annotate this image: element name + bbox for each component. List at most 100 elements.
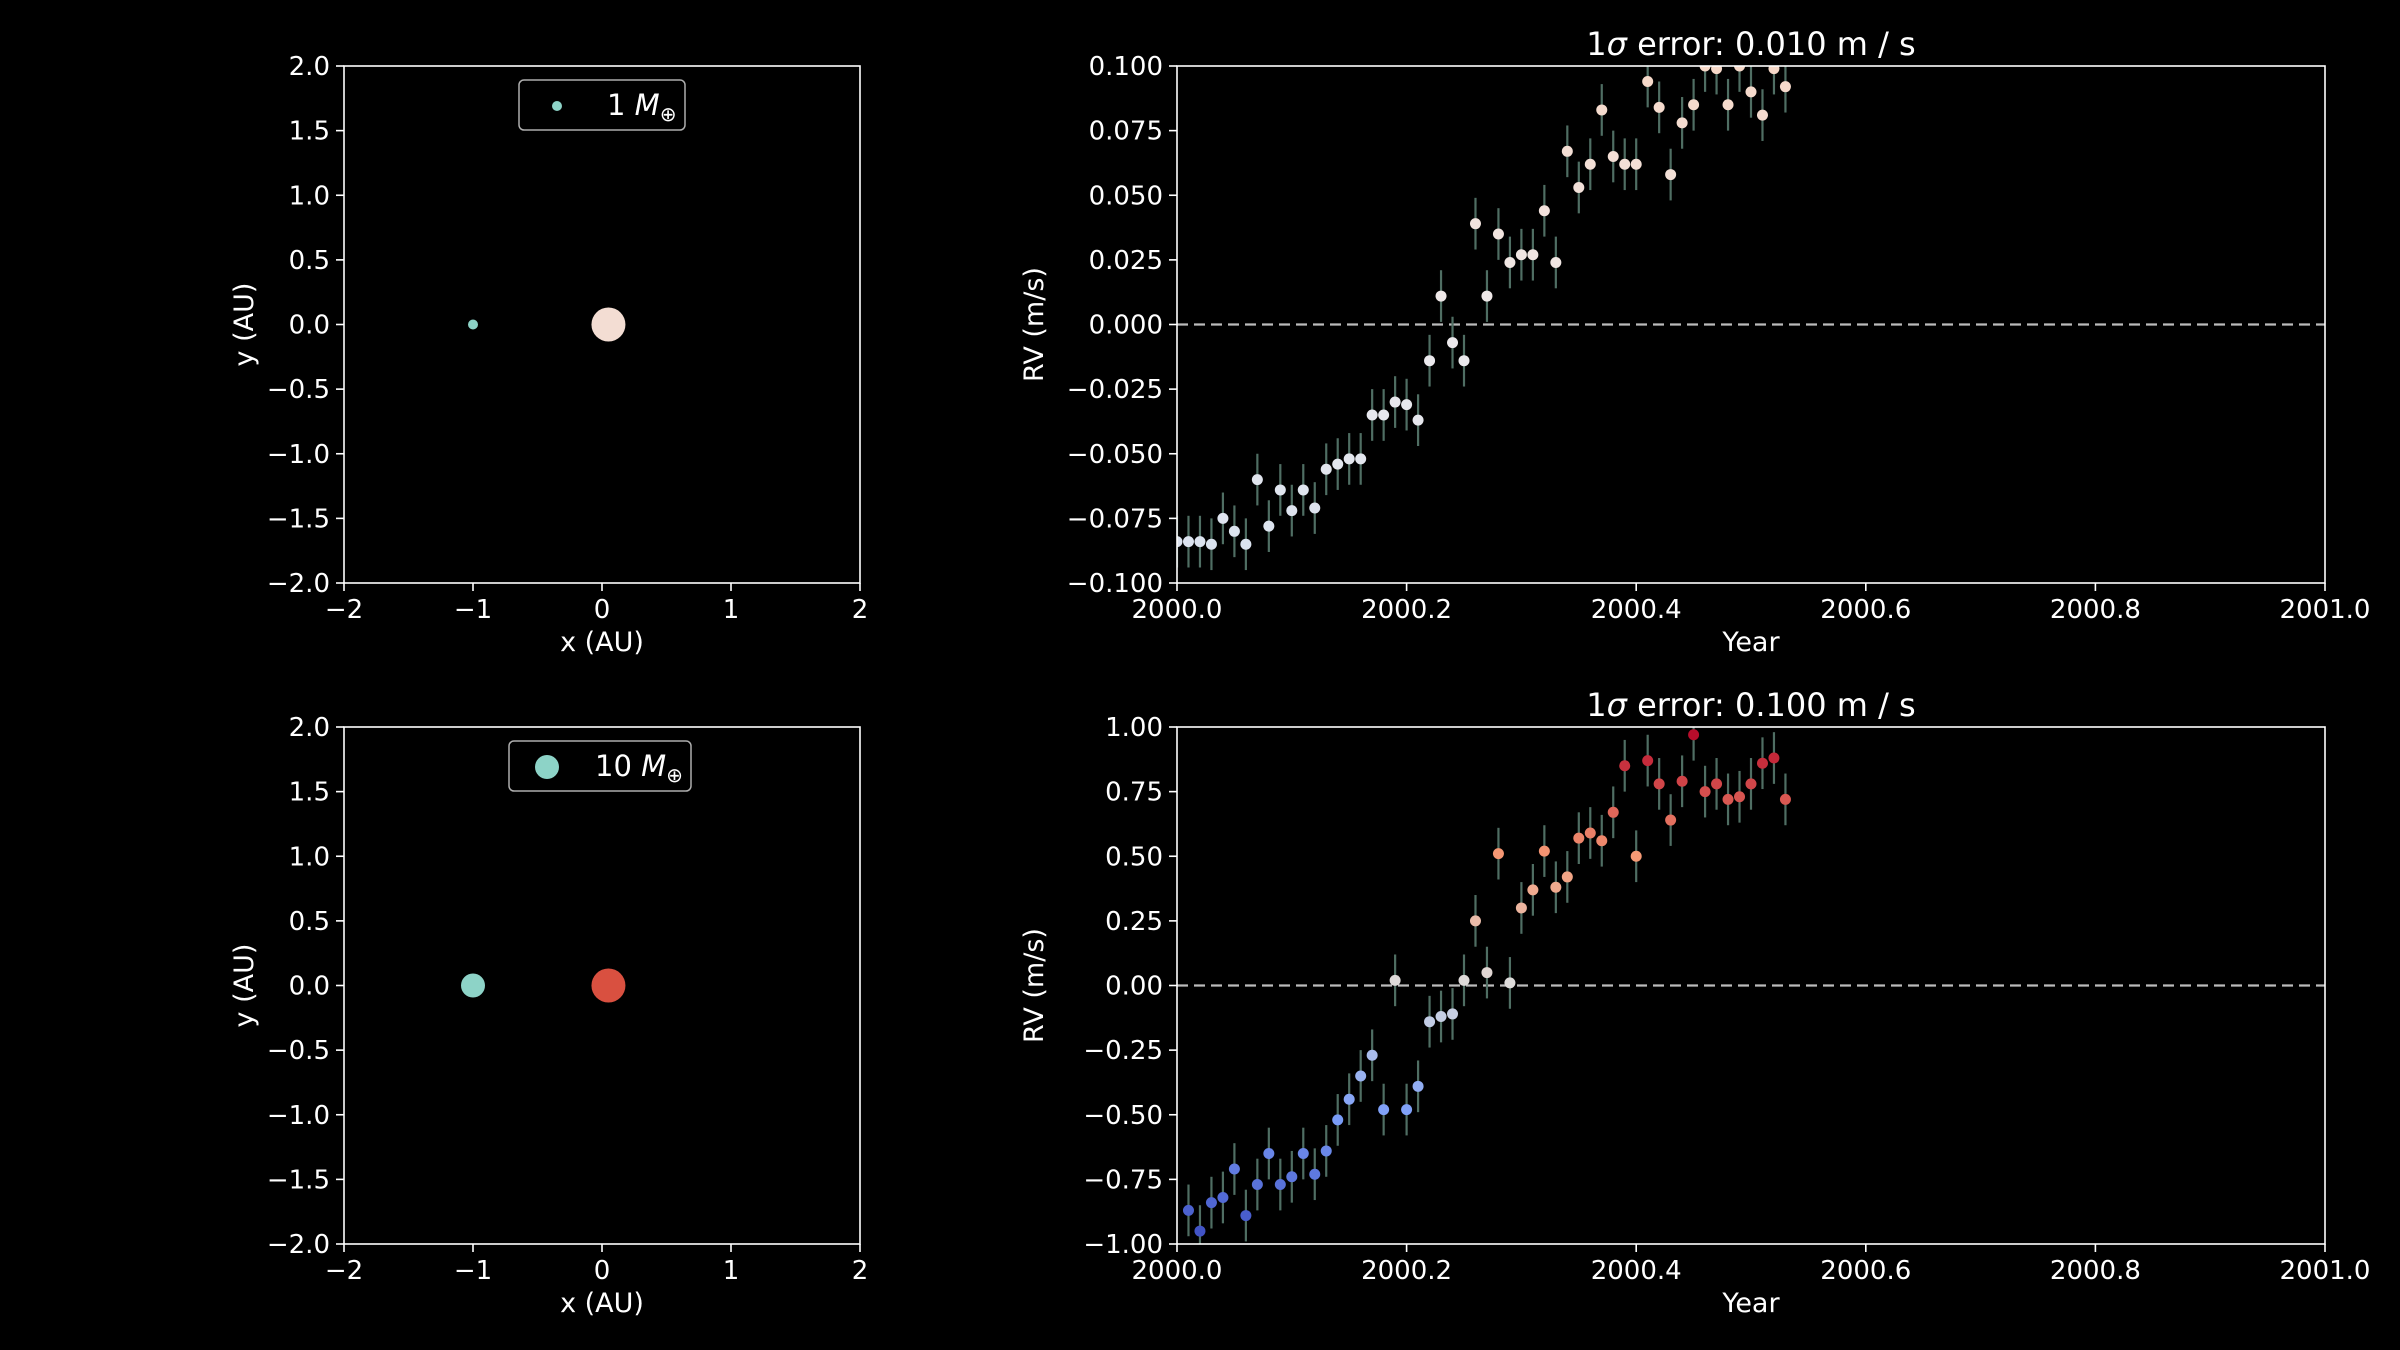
rv-point	[1217, 1191, 1229, 1203]
title-text: error: 0.100 m / s	[1627, 686, 1916, 724]
rv-point	[1768, 752, 1780, 764]
rv-point	[1779, 81, 1791, 93]
axes-frame	[343, 726, 861, 1245]
rv-point	[1550, 256, 1562, 268]
chart-title: 1σ error: 0.100 m / s	[1586, 686, 1915, 724]
x-axis-label: Year	[1721, 1288, 1780, 1319]
rv-point	[1584, 827, 1596, 839]
legend-space	[632, 749, 641, 783]
orbit-bottom-panel: −2 −1 0 1 2 −2.0 −1.5 −1.0 −0.5 0.0 0.5 1.0 1.5 2.0 x …	[229, 713, 868, 1319]
rv-point	[1389, 396, 1401, 408]
rv-point	[1676, 117, 1688, 129]
rv-point	[1596, 104, 1608, 116]
x-tick-label: 2000.6	[1820, 1256, 1911, 1286]
legend-marker	[535, 755, 559, 779]
rv-point	[1177, 536, 1183, 548]
rv-point	[1584, 158, 1596, 170]
rv-point	[1642, 755, 1654, 767]
x-tick-label: 2000.0	[1132, 1256, 1223, 1286]
rv-point	[1619, 158, 1631, 170]
y-tick-label: −0.050	[1067, 440, 1163, 470]
rv-point	[1228, 525, 1240, 537]
rv-point	[1688, 729, 1700, 741]
rv-point	[1768, 66, 1780, 75]
rv-point	[1447, 337, 1459, 349]
title-prefix: 1	[1586, 25, 1606, 63]
rv-point	[1424, 355, 1436, 367]
x-tick-label: −2	[325, 595, 363, 625]
rv-point	[1320, 1145, 1332, 1157]
x-tick-label: 1	[723, 595, 740, 625]
rv-point	[1228, 1163, 1240, 1175]
title-sigma: σ	[1607, 686, 1629, 724]
rv-point	[1573, 832, 1585, 844]
legend-mass-symbol: M	[635, 88, 660, 122]
rv-point	[1711, 778, 1723, 790]
rv-point	[1699, 786, 1711, 798]
y-tick-label: −0.5	[267, 375, 330, 405]
rv-point	[1734, 66, 1746, 72]
rv-point	[1378, 1104, 1390, 1116]
rv-point	[1205, 1197, 1217, 1209]
rv-point	[1561, 145, 1573, 157]
rv-point	[1676, 775, 1688, 787]
y-tick-label: 2.0	[289, 52, 330, 82]
y-tick-label: 1.0	[289, 181, 330, 211]
x-tick-label: 2001.0	[2280, 1256, 2371, 1286]
rv-point	[1561, 871, 1573, 883]
y-tick-label: 0.075	[1089, 117, 1163, 147]
rv-point	[1745, 778, 1757, 790]
plot-area	[1177, 66, 2325, 571]
plot-area	[1177, 727, 2325, 1244]
y-tick-label: 2.0	[289, 713, 330, 743]
axes-frame	[1176, 726, 2326, 1245]
legend-mass-symbol: M	[641, 749, 666, 783]
rv-point	[1182, 536, 1194, 548]
rv-point	[1412, 1080, 1424, 1092]
rv-point	[1332, 1114, 1344, 1126]
rv-point	[1734, 791, 1746, 803]
x-tick-label: 2	[852, 595, 869, 625]
y-tick-label: 0.0	[289, 972, 330, 1002]
rv-point	[1722, 99, 1734, 111]
rv-point	[1527, 884, 1539, 896]
chart-title: 1σ error: 0.010 m / s	[1586, 25, 1915, 63]
rv-point	[1665, 814, 1677, 826]
rv-point	[1630, 850, 1642, 862]
rv-point	[1182, 1204, 1194, 1216]
y-axis-label: RV (m/s)	[1019, 267, 1050, 382]
y-tick-label: 0.025	[1089, 246, 1163, 276]
rv-bottom-panel: 1σ error: 0.100 m / s 2000.0 2000.2 2000.4 2…	[1019, 686, 2370, 1319]
y-tick-label: 0.0	[289, 311, 330, 341]
rv-point	[1401, 1104, 1413, 1116]
legend: 1 M⊕	[518, 79, 686, 131]
y-tick-label: 0.5	[289, 246, 330, 276]
x-tick-label: 2000.4	[1591, 595, 1682, 625]
rv-point	[1492, 228, 1504, 240]
rv-point	[1205, 538, 1217, 550]
rv-point	[1263, 520, 1275, 532]
x-tick-label: 2000.2	[1361, 1256, 1452, 1286]
legend-label: 1 M⊕	[607, 88, 676, 126]
rv-point	[1401, 399, 1413, 411]
rv-point	[1596, 835, 1608, 847]
rv-point	[1297, 484, 1309, 496]
y-tick-label: −1.00	[1083, 1230, 1163, 1260]
axes-frame	[343, 65, 861, 584]
plot-area	[461, 968, 626, 1003]
rv-point	[1469, 218, 1481, 230]
legend-frame	[508, 740, 692, 792]
rv-point	[1481, 967, 1493, 979]
rv-point	[1469, 915, 1481, 927]
rv-top-panel: 1σ error: 0.010 m / s 2000.0 2000.2 2000.4 2…	[1019, 25, 2370, 658]
x-tick-label: 1	[723, 1256, 740, 1286]
planet-marker	[468, 319, 478, 330]
rv-point	[1538, 205, 1550, 217]
rv-point	[1711, 66, 1723, 75]
y-tick-label: 1.5	[289, 117, 330, 147]
rv-point	[1665, 169, 1677, 181]
y-axis-label: RV (m/s)	[1019, 928, 1050, 1043]
y-tick-label: 0.75	[1105, 778, 1163, 808]
y-tick-label: −0.75	[1083, 1165, 1163, 1195]
